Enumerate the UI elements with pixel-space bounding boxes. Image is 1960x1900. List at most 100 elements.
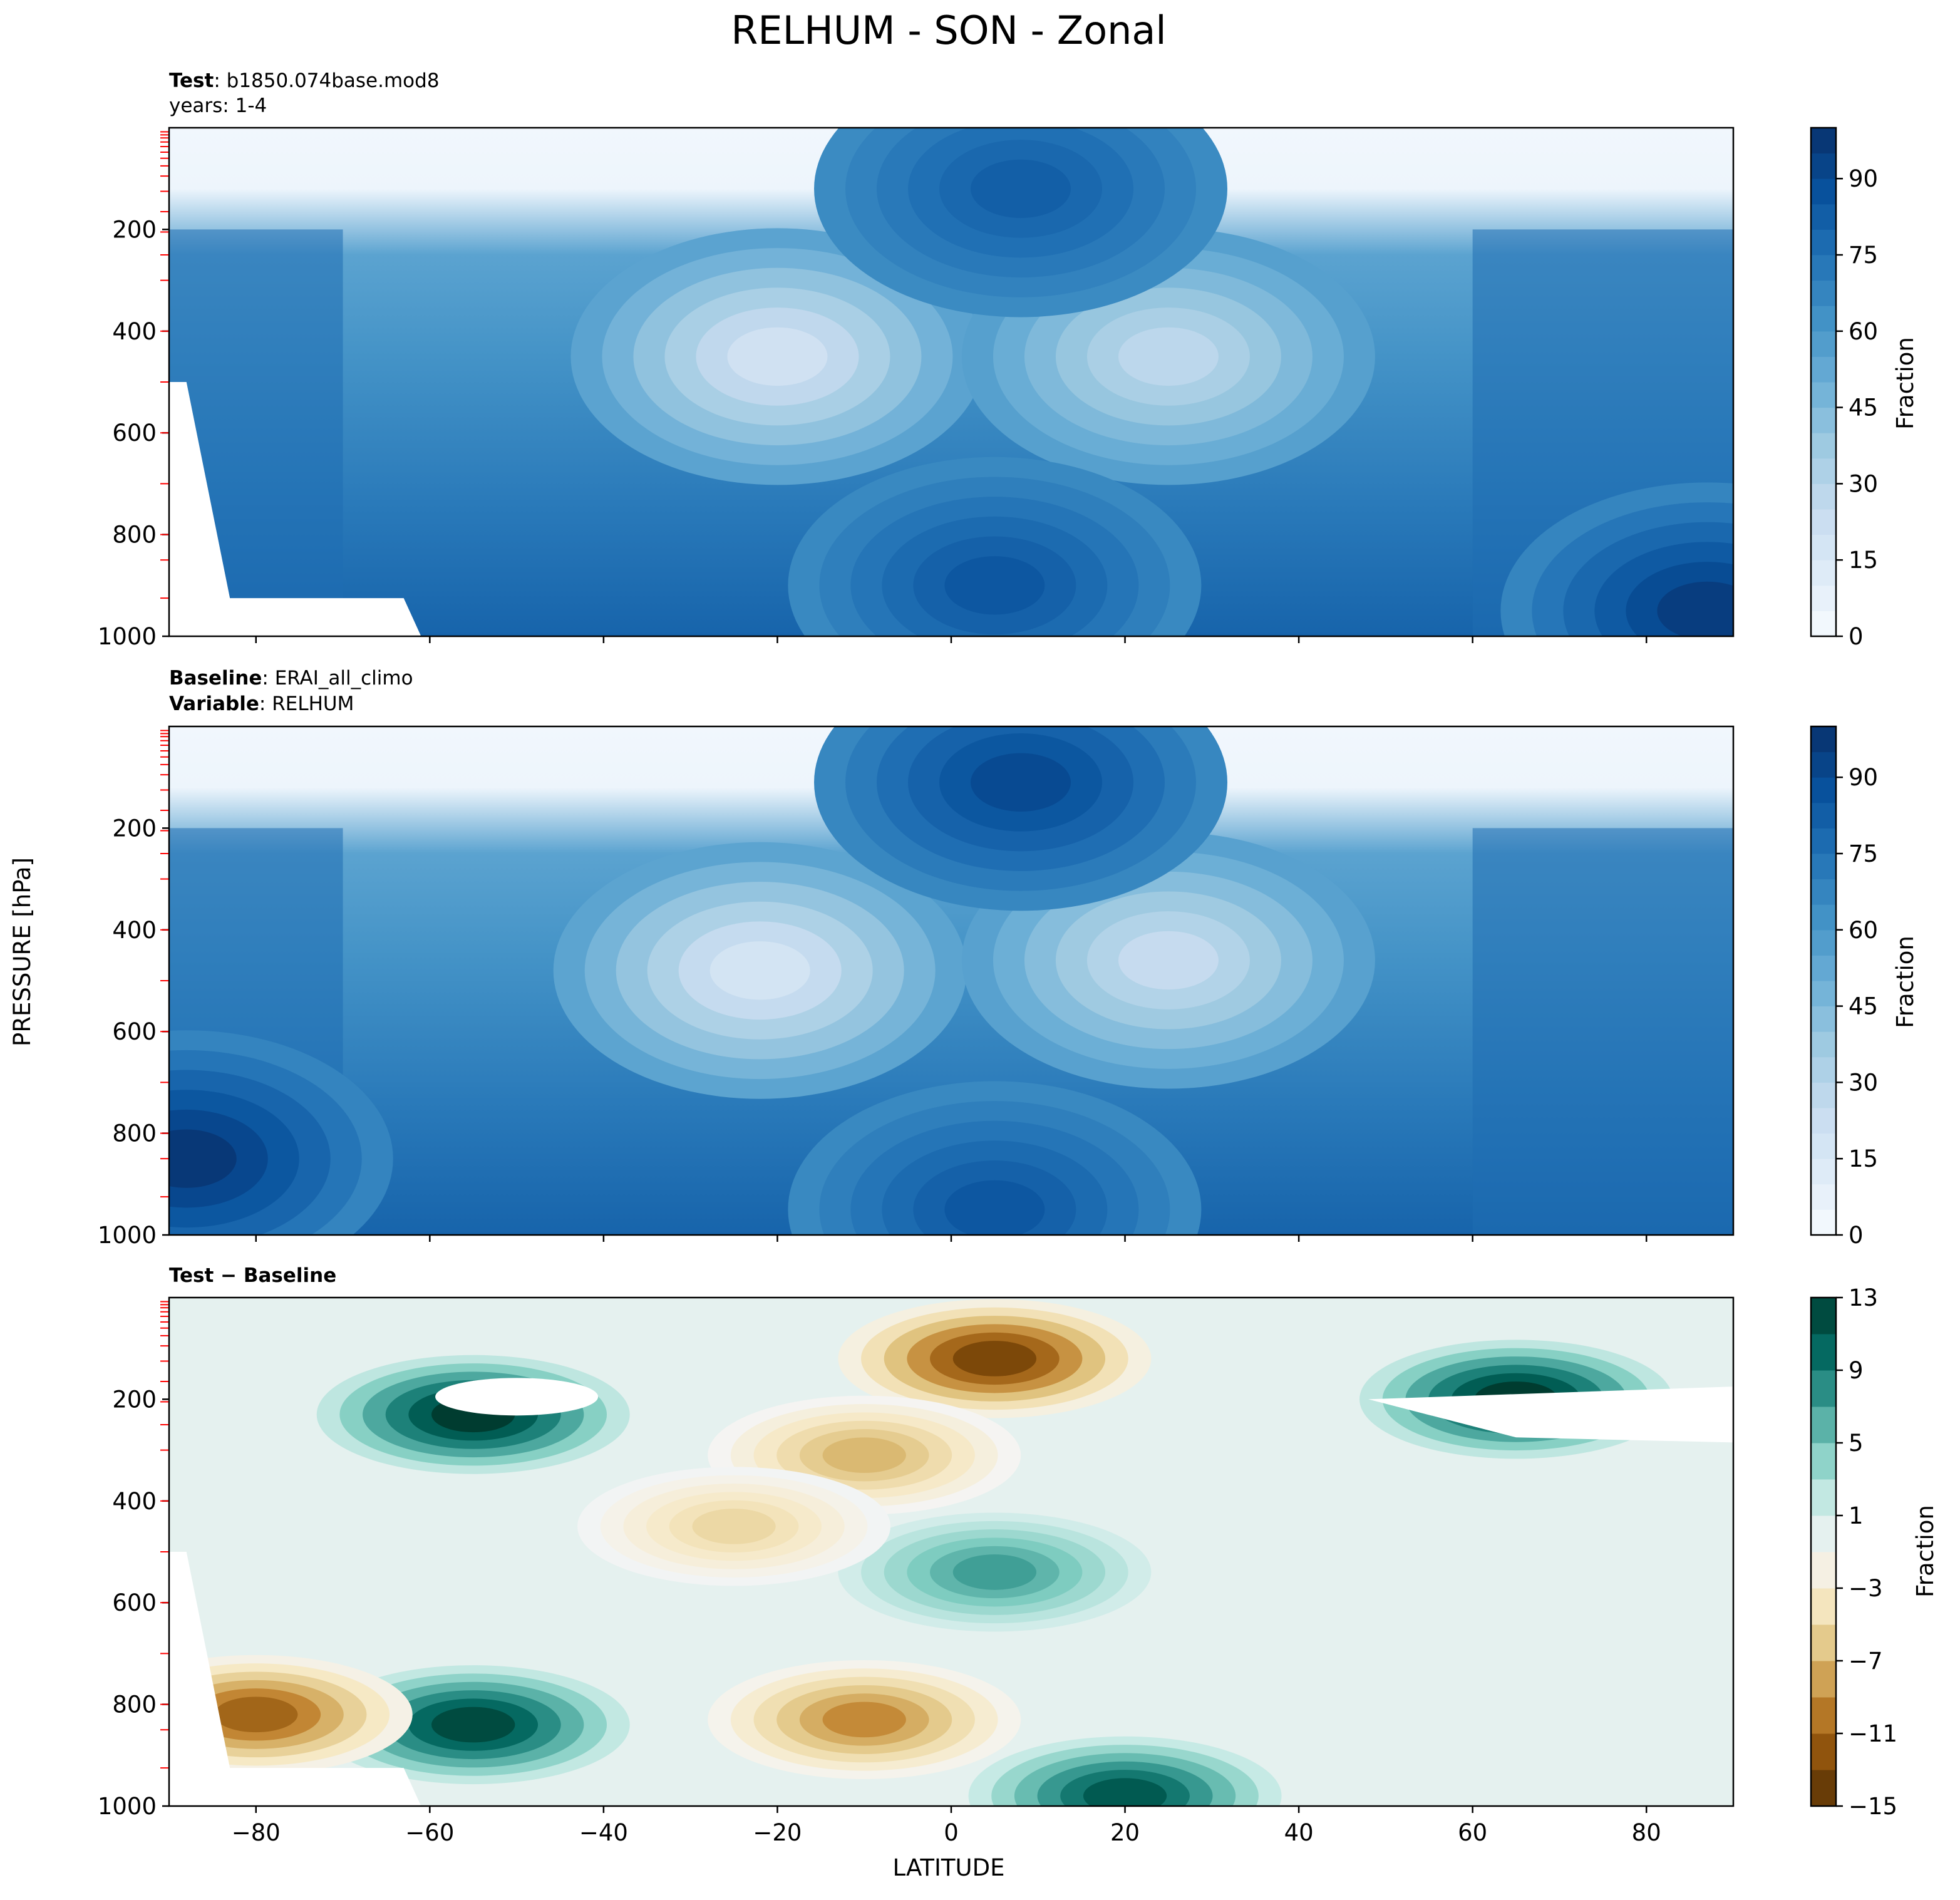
colorbar-segment	[1811, 1515, 1836, 1552]
colorbar-segment	[1811, 981, 1836, 1007]
colorbar-segment	[1811, 1552, 1836, 1589]
colorbar-segment	[1811, 1661, 1836, 1698]
colorbar-segment	[1811, 1733, 1836, 1770]
diff-title: Test − Baseline	[169, 1264, 336, 1287]
x-tick-label: 40	[1284, 1819, 1314, 1846]
y-tick-label: 600	[112, 1589, 157, 1616]
y-tick-label: 1000	[98, 1793, 157, 1820]
contour-level	[727, 327, 828, 386]
x-tick-label: −80	[232, 1819, 281, 1846]
contour-level	[1118, 327, 1219, 386]
test-title-sep: :	[214, 70, 226, 92]
baseline-variable-label: Variable	[169, 693, 259, 715]
baseline-title-label: Baseline	[169, 667, 262, 689]
colorbar: −15 −11 −7 −3 1 5 9 13	[1810, 1284, 1897, 1820]
colorbar-tick-label: 0	[1849, 1222, 1864, 1249]
colorbar-segment	[1811, 178, 1836, 205]
contour-field	[169, 1298, 1733, 1806]
contour-level	[431, 1706, 515, 1743]
colorbar-segment	[1811, 1479, 1836, 1516]
colorbar-tick-label: 1	[1849, 1502, 1864, 1529]
y-tick-label: 600	[112, 420, 157, 447]
x-tick-label: −40	[579, 1819, 628, 1846]
colorbar-segment	[1811, 255, 1836, 281]
x-axis-label: LATITUDE	[893, 1854, 1005, 1881]
colorbar-tick-label: 15	[1849, 1145, 1878, 1172]
x-tick-label: 20	[1110, 1819, 1140, 1846]
y-tick-label: 800	[112, 1691, 157, 1718]
y-tick-label: 400	[112, 1488, 157, 1515]
y-tick-label: 200	[112, 815, 157, 842]
colorbar-segment	[1811, 726, 1836, 753]
colorbar-segment	[1811, 1443, 1836, 1480]
colorbar-segment	[1811, 204, 1836, 230]
colorbar-segment	[1811, 306, 1836, 332]
baseline-colorbar-label: Fraction	[1892, 936, 1919, 1028]
colorbar-segment	[1811, 1370, 1836, 1407]
colorbar-segment	[1811, 1588, 1836, 1625]
colorbar-tick-label: −15	[1849, 1793, 1897, 1820]
test-title-label: Test	[169, 70, 214, 92]
x-tick-label: 80	[1632, 1819, 1661, 1846]
colorbar-segment	[1811, 802, 1836, 829]
colorbar-tick-label: 75	[1849, 840, 1878, 867]
colorbar-segment	[1811, 483, 1836, 510]
colorbar-segment	[1811, 1133, 1836, 1159]
panel-2: 200 400 600 800 1000 0 15 30 45 60 75 90	[98, 725, 1878, 1249]
baseline-variable-value: RELHUM	[272, 693, 354, 715]
missing-data-mask	[169, 1552, 421, 1806]
x-tick-label: −20	[753, 1819, 802, 1846]
colorbar-segment	[1811, 879, 1836, 905]
colorbar-segment	[1811, 1298, 1836, 1335]
contour-field	[169, 726, 1733, 1235]
polar-band	[1472, 828, 1733, 1235]
contour-level	[1657, 581, 1733, 636]
baseline-title-case: ERAI_all_climo	[275, 667, 413, 689]
x-tick-label: 60	[1458, 1819, 1487, 1846]
colorbar-tick-label: −11	[1849, 1720, 1897, 1747]
contour-level	[952, 1341, 1037, 1376]
contour-level	[944, 1180, 1045, 1235]
x-tick-label: −60	[405, 1819, 454, 1846]
baseline-title-sep: :	[262, 667, 274, 689]
colorbar-segment	[1811, 153, 1836, 179]
y-tick-label: 800	[112, 1120, 157, 1147]
colorbar-tick-label: 60	[1849, 318, 1878, 345]
contour-level	[1083, 1778, 1167, 1806]
colorbar-segment	[1811, 611, 1836, 637]
contour-level	[944, 556, 1045, 615]
contour-level	[971, 753, 1071, 812]
test-title-case: b1850.074base.mod8	[227, 70, 440, 92]
contour-level	[822, 1437, 906, 1474]
contour-level	[709, 941, 810, 1000]
y-axis-label: PRESSURE [hPa]	[9, 857, 36, 1046]
colorbar-tick-label: 75	[1849, 242, 1878, 269]
diff-colorbar-label: Fraction	[1912, 1505, 1939, 1598]
missing-data-mask	[1368, 1386, 1733, 1443]
test-colorbar-label: Fraction	[1892, 337, 1919, 430]
contour-field	[169, 128, 1733, 636]
colorbar-segment	[1811, 1334, 1836, 1371]
colorbar-segment	[1811, 1209, 1836, 1236]
panel-3: 200 400 600 800 1000 −80 −60 −40 −20 0 20 40 60 80 −15…	[98, 1284, 1897, 1846]
colorbar-tick-label: −7	[1849, 1648, 1883, 1675]
colorbar-tick-label: 30	[1849, 470, 1878, 497]
x-tick-label: 0	[944, 1819, 959, 1846]
y-tick-label: 400	[112, 917, 157, 944]
colorbar-tick-label: 15	[1849, 547, 1878, 574]
y-tick-label: 200	[112, 1386, 157, 1413]
colorbar-segment	[1811, 777, 1836, 803]
colorbar-segment	[1811, 382, 1836, 408]
colorbar-tick-label: 0	[1849, 623, 1864, 650]
colorbar-tick-label: 9	[1849, 1357, 1864, 1384]
colorbar-segment	[1811, 828, 1836, 854]
colorbar-segment	[1811, 751, 1836, 778]
colorbar-segment	[1811, 509, 1836, 535]
baseline-title-line1: Baseline: ERAI_all_climo	[169, 667, 413, 689]
test-title-line1: Test: b1850.074base.mod8	[169, 70, 440, 92]
colorbar-segment	[1811, 1031, 1836, 1058]
colorbar-segment	[1811, 433, 1836, 459]
colorbar-segment	[1811, 534, 1836, 560]
colorbar-segment	[1811, 1770, 1836, 1807]
